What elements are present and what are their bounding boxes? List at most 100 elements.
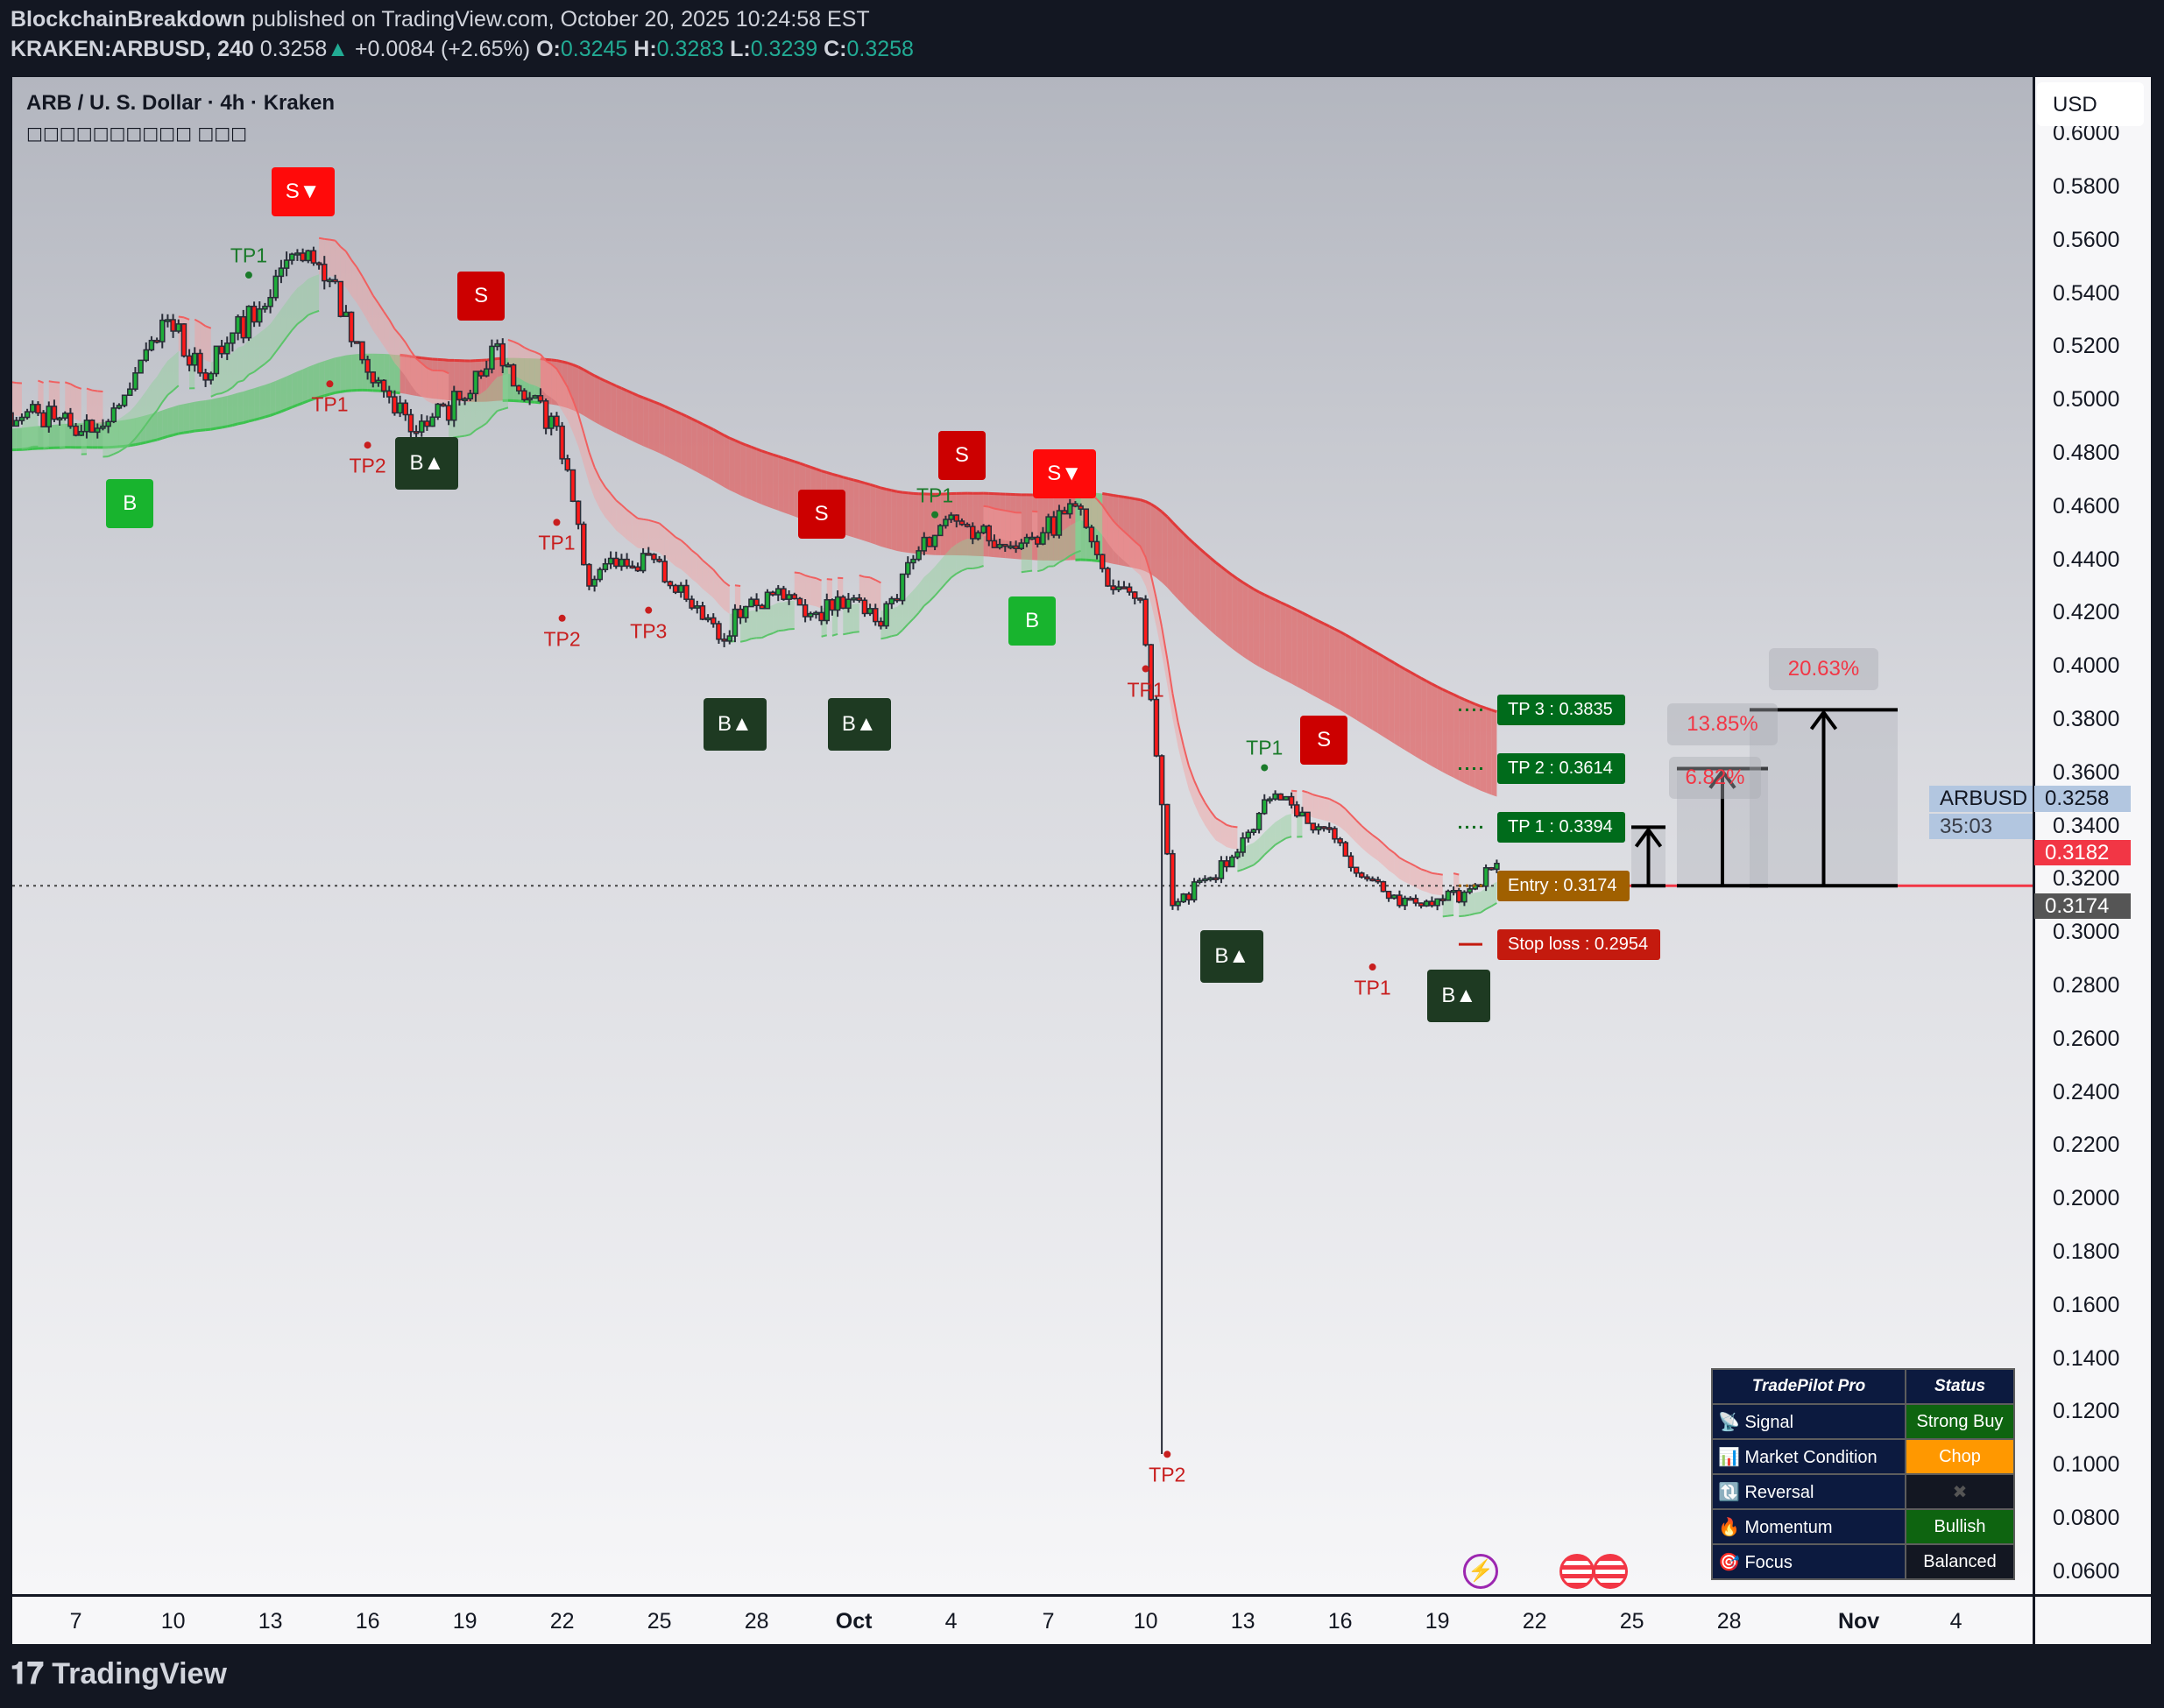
candle	[235, 315, 241, 334]
trend-band	[1383, 656, 1390, 740]
trend-band-edge	[519, 399, 525, 403]
trail-band	[929, 566, 936, 602]
trend-band	[1275, 599, 1281, 679]
price-axis[interactable]: 0.6000 0.5800 0.5600 0.5400 0.5200 0.5000 0.48…	[2033, 77, 2151, 1594]
tradepilot-table: TradePilot Pro Status 📡 Signal Strong Buy 📊…	[1711, 1368, 2015, 1580]
candle	[1364, 876, 1370, 880]
candle	[958, 520, 965, 526]
trend-band	[713, 429, 719, 484]
tp-dot	[931, 511, 939, 519]
trend-band	[27, 426, 33, 449]
signal-strong-sell-marker[interactable]: S▼	[271, 167, 335, 217]
author[interactable]: BlockchainBreakdown	[11, 7, 246, 32]
trail-band	[1156, 598, 1163, 654]
candle	[78, 430, 85, 436]
currency-button[interactable]: USD	[2037, 82, 2144, 126]
trend-band	[38, 426, 44, 448]
candle	[1121, 586, 1128, 589]
candle	[445, 405, 452, 421]
trail-line	[545, 360, 552, 365]
trend-band	[1361, 644, 1368, 727]
legend-title[interactable]: ARB / U. S. Dollar · 4h · Kraken	[26, 91, 336, 115]
trend-band	[908, 492, 914, 554]
trail-band	[605, 487, 612, 525]
signal-strong-buy-marker[interactable]: B▲	[1200, 929, 1264, 983]
candle	[100, 425, 106, 429]
tp-marker: TP1	[538, 531, 576, 554]
signal-strong-buy-marker[interactable]: B▲	[703, 698, 767, 752]
ohlc-line: KRAKEN:ARBUSD, 240 0.3258▲ +0.0084 (+2.6…	[11, 37, 914, 62]
trail-band	[961, 539, 968, 571]
trend-band	[972, 493, 979, 556]
signal-sell-marker[interactable]: S	[457, 271, 506, 321]
candle	[899, 573, 906, 602]
candle	[110, 407, 117, 423]
trend-band-edge	[1156, 506, 1163, 513]
trend-band-edge	[680, 412, 688, 418]
event-us-flag-icon[interactable]	[1559, 1554, 1595, 1589]
trail-line	[761, 634, 768, 639]
trend-band	[335, 356, 341, 393]
trail-line	[642, 518, 649, 521]
candle	[1277, 793, 1284, 801]
signal-sell-marker[interactable]: S	[797, 489, 845, 539]
trail-line	[745, 638, 752, 642]
trail-band	[470, 396, 476, 435]
time-axis[interactable]: 7 10 13 16 19 22 25 28 Oct 4 7 10 13 16 19 22 25 28 Nov 4	[12, 1594, 2151, 1644]
signal-buy-marker[interactable]: B	[1008, 596, 1057, 646]
tp-marker: TP2	[1149, 1463, 1186, 1486]
event-lightning-icon[interactable]: ⚡	[1463, 1554, 1498, 1589]
trail-band	[659, 523, 665, 558]
candle	[1337, 838, 1343, 843]
candle	[1234, 851, 1241, 858]
trail-band	[1183, 745, 1189, 790]
signal-sell-marker[interactable]: S	[1300, 716, 1348, 766]
trend-band	[1350, 638, 1357, 720]
trail-band	[1410, 863, 1416, 888]
trail-line	[485, 416, 493, 424]
trail-line	[274, 343, 282, 353]
signal-buy-marker[interactable]: B	[106, 478, 154, 528]
trend-band-edge	[145, 440, 152, 444]
trail-band	[1491, 881, 1497, 907]
candle	[424, 420, 430, 427]
trend-band-edge	[697, 420, 704, 426]
signal-sell-marker[interactable]: S	[937, 431, 986, 481]
trend-band-edge	[205, 427, 211, 432]
trail-line	[518, 343, 525, 349]
trail-band	[1394, 852, 1400, 879]
trend-band-edge	[1410, 671, 1417, 677]
candle	[964, 523, 971, 527]
price-tick: 0.5400	[2053, 280, 2120, 306]
tp-marker: TP1	[1127, 678, 1164, 702]
trend-band-edge	[1355, 639, 1363, 646]
high-label: H:	[633, 37, 657, 61]
signal-strong-buy-marker[interactable]: B▲	[827, 698, 891, 752]
trend-band-edge	[161, 434, 168, 440]
event-us-flag-icon[interactable]	[1593, 1554, 1628, 1589]
candle	[575, 500, 582, 526]
candle	[494, 342, 500, 348]
signal-strong-buy-marker[interactable]: B▲	[1427, 970, 1491, 1023]
trend-band-edge	[761, 449, 768, 455]
signal-strong-sell-marker[interactable]: S▼	[1033, 449, 1097, 499]
trail-line	[258, 363, 266, 369]
trail-line	[280, 336, 287, 346]
candle	[1093, 540, 1100, 555]
candle	[1380, 880, 1387, 893]
tradingview-logo[interactable]: 𝟏𝟕 TradingView	[11, 1657, 227, 1691]
trail-line	[1258, 854, 1265, 862]
candle	[694, 605, 701, 609]
price-tick: 0.3400	[2053, 813, 2120, 838]
signal-strong-buy-marker[interactable]: B▲	[395, 437, 459, 491]
candle	[759, 604, 766, 610]
trail-band	[891, 606, 897, 637]
trail-band	[157, 368, 163, 411]
trail-line	[1193, 780, 1201, 794]
trail-line	[459, 434, 465, 438]
trend-band	[1210, 557, 1216, 636]
trail-line	[1112, 519, 1120, 527]
trend-band	[783, 457, 789, 515]
trail-line	[697, 554, 704, 561]
trail-line	[318, 236, 325, 240]
